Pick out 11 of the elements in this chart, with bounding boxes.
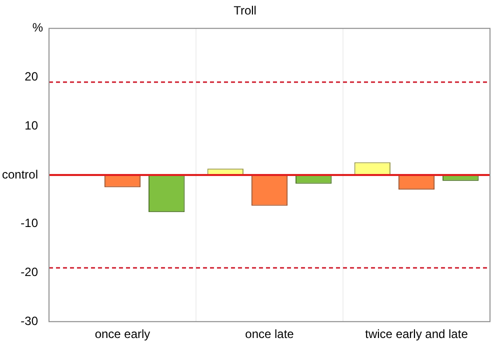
x-tick-label: once late — [245, 327, 294, 342]
y-tick-label: -10 — [20, 216, 38, 230]
y-tick-label: 20 — [24, 70, 38, 84]
y-tick-label: control — [2, 167, 38, 182]
y-tick-label: -30 — [20, 314, 38, 328]
chart-title: Troll — [234, 4, 256, 18]
x-tick-label: twice early and late — [365, 327, 468, 342]
y-axis-title: % — [32, 20, 44, 35]
y-tick-label: -20 — [20, 265, 38, 280]
x-tick-label: once early — [94, 327, 150, 342]
y-tick-label: 10 — [24, 118, 38, 132]
